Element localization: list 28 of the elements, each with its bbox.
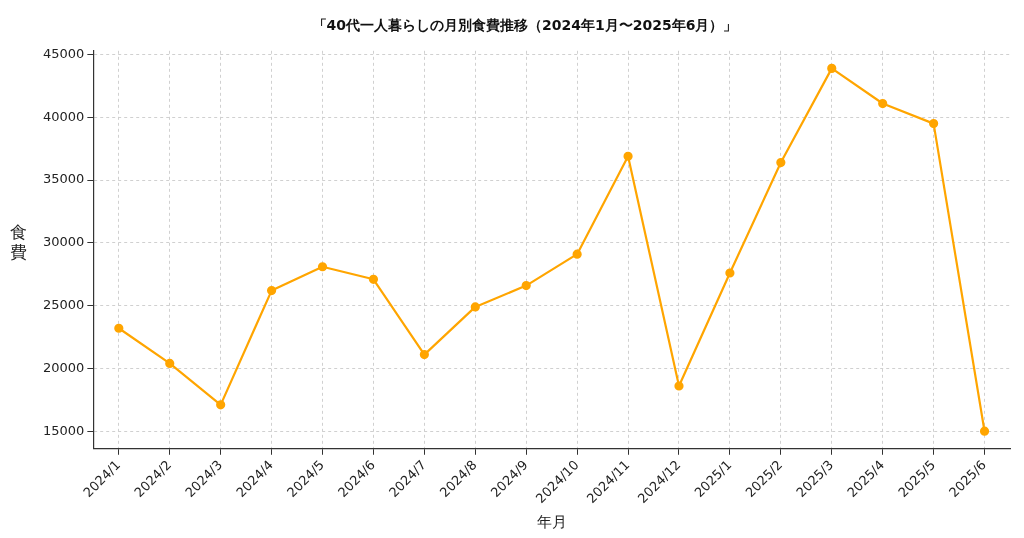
- x-axis-title: 年月: [536, 512, 567, 531]
- point: [776, 157, 786, 168]
- point: [878, 98, 888, 109]
- point: [216, 400, 226, 410]
- point: [114, 323, 124, 333]
- y-tick-label: 40000: [43, 108, 85, 124]
- point: [572, 249, 582, 259]
- point: [623, 151, 633, 161]
- y-tick-label: 20000: [43, 359, 85, 375]
- y-tick-label: 45000: [43, 45, 85, 61]
- point: [266, 285, 277, 296]
- point: [317, 262, 328, 272]
- point: [674, 381, 684, 391]
- point: [470, 302, 480, 312]
- y-tick-label: 30000: [43, 234, 85, 250]
- point: [419, 350, 429, 360]
- y-axis-title: 食費: [10, 222, 28, 262]
- chart-title: 「40代一人暮らしの月別食費推移（2024年1月〜2025年6月）」: [312, 17, 738, 34]
- point: [929, 119, 939, 129]
- point: [165, 358, 175, 369]
- y-tick-label: 35000: [43, 171, 85, 187]
- y-tick-label: 15000: [43, 422, 85, 438]
- point: [827, 63, 837, 73]
- point: [368, 274, 379, 284]
- y-tick-label: 25000: [43, 297, 85, 313]
- point: [725, 268, 735, 278]
- point: [979, 426, 990, 436]
- point: [521, 280, 531, 291]
